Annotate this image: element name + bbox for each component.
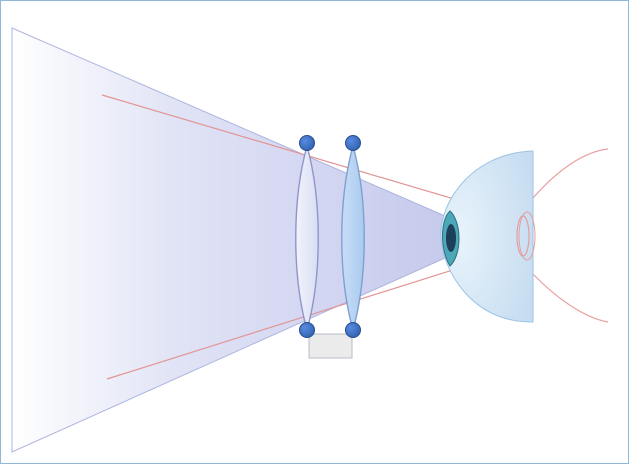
left-lens-top-knob (299, 135, 315, 151)
eye-pupil (446, 224, 456, 252)
right-lens-top-knob (345, 135, 361, 151)
right-lens-bottom-knob (345, 322, 361, 338)
light-cone (11, 27, 446, 453)
lens-base (308, 333, 353, 359)
eye-inner-ring-2 (518, 211, 536, 261)
eye-cornea (440, 150, 534, 323)
left-lens-bottom-knob (299, 322, 315, 338)
